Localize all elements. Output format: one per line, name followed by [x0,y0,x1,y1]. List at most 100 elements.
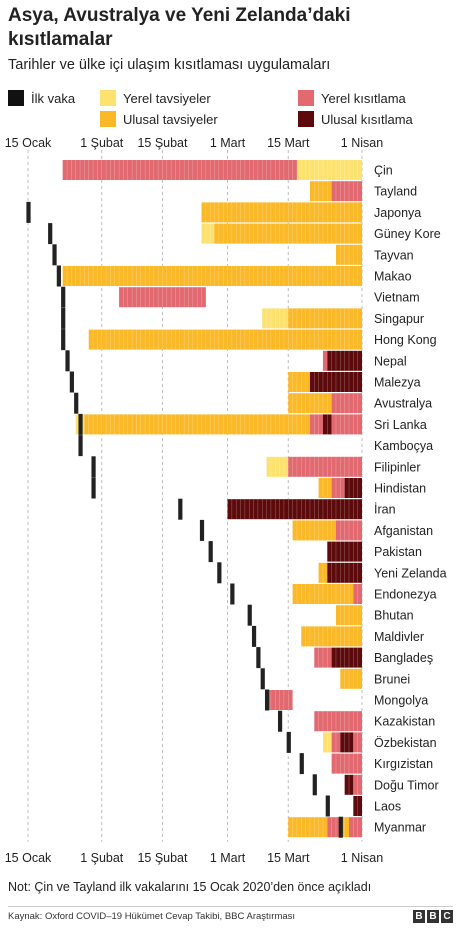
country-label: Hindistan [374,482,426,496]
country-label: Pakistan [374,545,422,559]
country-label: Çin [374,164,393,178]
bar-segment [340,732,354,753]
x-tick-label-bottom: 15 Ocak [5,851,52,865]
legend-item-ilk-vaka: İlk vaka [8,89,75,107]
first-case-marker [65,350,70,372]
bbc-logo: B B C [413,910,453,923]
legend-item-yerel-tavsiyeler: Yerel tavsiyeler [100,89,211,107]
bar-segment [88,329,363,350]
first-case-marker [247,604,252,626]
first-case-marker [78,435,83,457]
first-case-marker [61,286,66,308]
first-case-marker [325,795,330,817]
first-case-marker [286,731,291,753]
country-label: Laos [374,800,401,814]
bar-segment [327,817,341,838]
legend-label: Ulusal tavsiyeler [123,111,218,127]
x-tick-label-bottom: 1 Mart [210,851,246,865]
country-label: Hong Kong [374,333,437,347]
bar-segment [331,181,362,202]
bar-segment [314,711,362,732]
bar-segment [201,223,215,244]
first-case-marker [74,392,79,414]
country-label: Bhutan [374,609,414,623]
bar-segment [201,202,362,223]
country-label: Malezya [374,376,421,390]
country-label: Mongolya [374,694,428,708]
country-label: Güney Kore [374,227,441,241]
legend-label: Yerel kısıtlama [321,90,406,106]
country-label: Afganistan [374,524,433,538]
x-tick-label-top: 15 Şubat [137,136,188,150]
country-label: Avustralya [374,397,432,411]
first-case-marker [256,647,261,669]
first-case-marker [178,498,183,520]
country-label: Kazakistan [374,715,435,729]
first-case-marker [91,477,96,499]
first-case-marker [78,413,83,435]
country-label: Endonezya [374,588,437,602]
x-tick-label-top: 1 Şubat [80,136,124,150]
first-case-marker [338,816,343,838]
first-case-marker [312,774,317,796]
bar-segment [62,266,363,286]
footer-divider [8,906,453,907]
country-label: Yeni Zelanda [374,566,447,580]
country-label: Myanmar [374,821,426,835]
bar-segment [309,181,332,202]
first-case-marker [69,371,74,393]
country-label: Japonya [374,206,421,220]
chart-note: Not: Çin ve Tayland ilk vakalarını 15 Oc… [8,880,372,894]
bar-segment [227,499,362,520]
bar-segment [331,647,362,668]
chart-title: Asya, Avustralya ve Yeni Zelanda’daki kı… [8,5,351,50]
country-label: İran [374,503,396,517]
legend-label: İlk vaka [31,90,76,106]
legend-label: Yerel tavsiyeler [123,90,211,106]
legend-item-ulusal-kisitlama: Ulusal kısıtlama [298,110,413,128]
country-label: Brunei [374,672,410,686]
country-label: Maldivler [374,630,424,644]
first-case-marker [56,265,61,287]
legend-item-ulusal-tavsiyeler: Ulusal tavsiyeler [100,110,218,128]
bar-segment [288,372,310,392]
first-case-marker [208,541,213,563]
country-label: Tayland [374,185,417,199]
country-label: Kamboçya [374,439,433,453]
bbc-logo-letter: C [441,910,453,923]
country-label: Nepal [374,354,407,368]
first-case-marker [52,244,57,266]
country-label: Doğu Timor [374,778,439,792]
first-case-marker [251,625,257,647]
bar-segment [331,393,362,414]
first-case-marker [260,668,265,690]
x-tick-label-bottom: 1 Nisan [341,851,383,865]
first-case-marker [230,583,235,605]
bar-segment [340,668,362,689]
x-tick-label-bottom: 1 Şubat [80,851,124,865]
bar-segment [288,456,362,477]
first-case-marker [48,223,53,245]
first-case-marker [26,201,31,223]
first-case-marker [299,753,304,775]
country-label: Vietnam [374,291,420,305]
country-label: Sri Lanka [374,418,427,432]
country-label: Makao [374,270,412,284]
x-tick-label-top: 15 Ocak [5,136,52,150]
bar-segment [348,817,362,838]
country-label: Filipinler [374,460,421,474]
legend-swatch-ilk-vaka [8,90,24,106]
country-label: Özbekistan [374,736,437,750]
legend-swatch-ulusal-tavsiyeler [100,111,116,127]
legend-item-yerel-kisitlama: Yerel kısıtlama [298,89,406,107]
x-tick-label-top: 1 Mart [210,136,246,150]
bar-segment [331,414,362,435]
first-case-marker [61,329,66,351]
x-tick-label-top: 1 Nisan [341,136,383,150]
bar-segment [331,753,362,774]
country-label: Singapur [374,312,424,326]
bar-segment [266,456,289,477]
bar-segment [331,478,345,498]
timeline-chart: 15 Ocak 15 Ocak 1 Şubat 1 Şubat 15 Şubat 15 Ş… [5,136,447,865]
first-case-marker [91,456,96,478]
